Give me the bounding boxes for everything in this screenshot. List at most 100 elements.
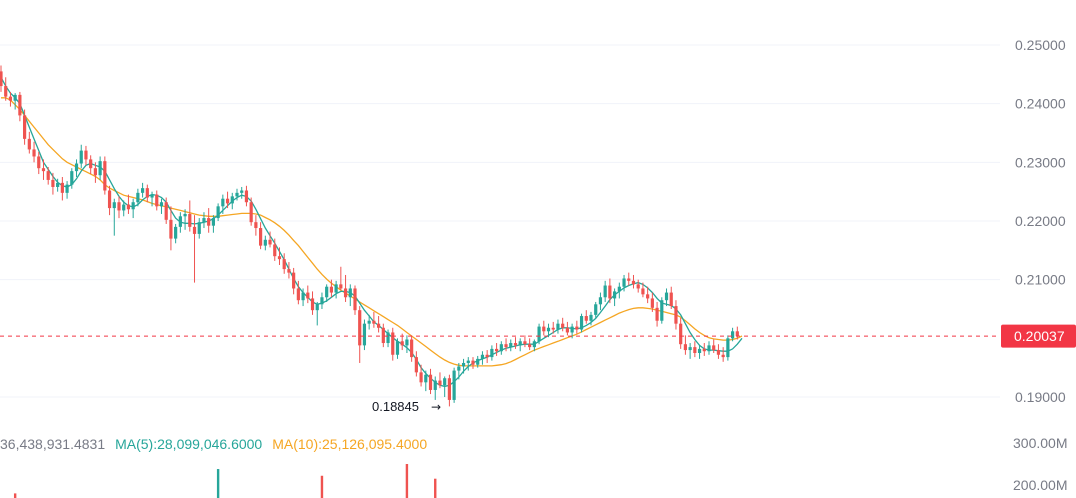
candle-body (60, 182, 64, 193)
price-tick-label: 0.23000 (1015, 154, 1066, 170)
candle (443, 376, 447, 397)
candle-body (693, 347, 697, 353)
volume-value: 36,438,931.4831 (0, 436, 106, 452)
candle-body (476, 358, 480, 365)
candle (570, 323, 574, 339)
current-price-badge: 0.20037 (1001, 324, 1076, 348)
candle-body (579, 316, 584, 330)
candle-body (343, 288, 348, 298)
candle-body (240, 190, 244, 193)
candle-body (726, 338, 730, 358)
candle-body (315, 304, 319, 311)
candle-body (348, 288, 352, 298)
candle (372, 311, 376, 328)
current-price-label: 0.20037 (1014, 328, 1065, 344)
price-tick-label: 0.19000 (1015, 389, 1066, 405)
candle-body (716, 350, 721, 355)
candle (353, 285, 357, 315)
candle (367, 314, 371, 330)
candle-body (98, 161, 102, 176)
candle-body (178, 216, 182, 227)
candle (164, 197, 168, 224)
candle-body (381, 327, 385, 344)
candle (74, 159, 79, 177)
candle-body (306, 292, 310, 299)
candle (410, 335, 414, 362)
candle-body (518, 341, 522, 346)
volume-axis: 300.00M 200.00M (1013, 435, 1067, 493)
candle (584, 310, 588, 324)
candle (268, 231, 272, 248)
candle-body (731, 331, 735, 339)
candle (476, 355, 480, 368)
candle-body (254, 222, 258, 229)
candle-body (721, 354, 725, 358)
candle (235, 188, 239, 201)
volume-bar (216, 469, 220, 498)
candle (683, 335, 687, 355)
candle-body (395, 341, 400, 355)
candle-body (41, 168, 46, 172)
candle (98, 156, 102, 180)
candle (89, 155, 93, 175)
candle (46, 167, 50, 185)
candle-body (537, 326, 541, 342)
candle-body (627, 278, 631, 281)
candle-body (631, 280, 636, 285)
price-tick-label: 0.24000 (1015, 96, 1066, 112)
candle-body (712, 345, 716, 351)
candle-body (565, 327, 569, 333)
candle (60, 177, 64, 201)
candle (207, 208, 211, 233)
candle-body (613, 291, 617, 299)
low-price-label: 0.18845 (372, 399, 419, 414)
candle-body (513, 343, 518, 346)
candle (18, 91, 22, 122)
candle-body (145, 188, 149, 198)
candle-body (169, 219, 173, 239)
candle-body (207, 218, 211, 226)
candle (13, 93, 17, 110)
candle-body (202, 218, 206, 223)
candle-body (447, 378, 451, 400)
candle-body (339, 284, 343, 289)
candle-body (18, 94, 22, 116)
candle-body (325, 286, 329, 298)
candle (414, 351, 418, 377)
candle-body (155, 194, 159, 207)
candle (613, 288, 617, 307)
candle (320, 292, 324, 309)
candle-body (499, 344, 503, 352)
candle (315, 301, 319, 326)
price-tick-label: 0.25000 (1015, 37, 1066, 53)
candle (490, 345, 494, 361)
candle (726, 335, 730, 361)
candle-body (65, 184, 69, 193)
candle-body (598, 297, 603, 305)
candle-body (296, 288, 300, 301)
candle (107, 185, 112, 216)
candle (51, 172, 55, 195)
price-tick-label: 0.21000 (1015, 272, 1066, 288)
volume-tick-label: 300.00M (1013, 435, 1067, 451)
candle (518, 338, 522, 352)
candle-body (419, 372, 423, 383)
candle (141, 182, 145, 198)
candle (155, 190, 159, 211)
candle (334, 280, 338, 299)
price-tick-label: 0.22000 (1015, 213, 1066, 229)
candle (259, 222, 263, 250)
candle (603, 280, 607, 302)
candle (381, 323, 385, 348)
candle (660, 297, 664, 324)
candle-body (551, 327, 555, 330)
candle (608, 278, 612, 304)
candle (287, 262, 291, 279)
candle (362, 319, 367, 351)
candle (145, 184, 149, 203)
candle-body (37, 156, 41, 169)
candle (23, 109, 27, 145)
candle-body (46, 171, 50, 180)
candle-body (405, 339, 409, 346)
